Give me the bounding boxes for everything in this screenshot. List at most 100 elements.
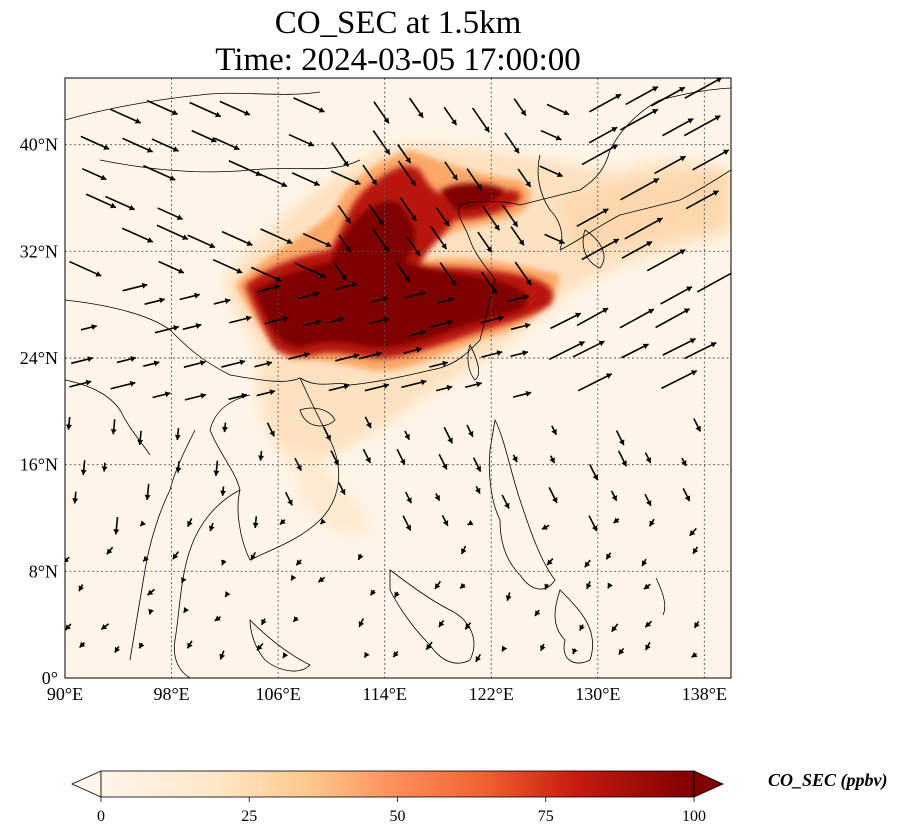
wind-arrow [228, 392, 248, 401]
wind-arrow [78, 584, 85, 592]
colorbar-tick-label: 0 [97, 808, 105, 825]
wind-arrow [106, 546, 114, 555]
wind-arrow [402, 515, 412, 531]
wind-arrow [183, 360, 206, 368]
wind-arrow [693, 418, 702, 432]
wind-arrow [589, 93, 622, 113]
lat-tick-label: 24°N [20, 348, 58, 368]
wind-arrow [358, 351, 382, 360]
wind-arrow [157, 207, 183, 221]
lon-tick-label: 138°E [682, 684, 727, 704]
wind-arrow [101, 462, 108, 472]
wind-arrow [644, 620, 653, 628]
wind-arrow [466, 168, 483, 191]
wind-arrow [158, 260, 185, 274]
wind-arrow [428, 319, 453, 329]
wind-arrow [605, 552, 612, 560]
wind-arrow [510, 322, 531, 331]
wind-arrow [501, 645, 508, 652]
wind-arrow [371, 296, 389, 303]
wind-arrow [180, 577, 187, 584]
wind-arrow [338, 482, 346, 496]
lon-tick-label: 106°E [256, 684, 301, 704]
wind-arrow [444, 161, 459, 181]
wind-arrow [477, 231, 493, 253]
wind-arrow [179, 292, 200, 301]
wind-arrow [65, 416, 72, 430]
wind-arrow [219, 650, 226, 660]
wind-arrow [363, 651, 370, 659]
wind-arrow [546, 103, 570, 116]
wind-arrow [481, 350, 503, 358]
wind-arrow [214, 615, 222, 622]
wind-arrow [584, 559, 591, 568]
wind-arrow [293, 97, 325, 113]
lat-tick-label: 40°N [20, 135, 58, 155]
wind-arrow [254, 360, 273, 368]
wind-arrow [100, 623, 110, 631]
wind-arrow [459, 582, 466, 590]
wind-arrow [80, 460, 87, 476]
wind-arrow [323, 426, 332, 441]
wind-arrow [256, 389, 276, 397]
wind-arrow [425, 641, 433, 651]
wind-arrow [401, 379, 427, 389]
wind-arrow [212, 258, 243, 274]
wind-arrow [338, 234, 352, 253]
lon-tick-label: 90°E [47, 684, 83, 704]
wind-arrow [69, 260, 102, 277]
wind-arrow [589, 464, 599, 481]
wind-arrow [362, 164, 378, 186]
wind-arrow [213, 137, 240, 151]
wind-arrow [358, 618, 365, 628]
wind-arrow [295, 559, 302, 566]
wind-arrow [396, 262, 411, 283]
wind-arrow [692, 149, 730, 171]
wind-arrow [292, 616, 299, 623]
longitude-ticks: 90°E 98°E 106°E 114°E 122°E 130°E 138°E [47, 684, 727, 704]
wind-arrow [264, 316, 289, 325]
wind-arrow [250, 552, 257, 561]
wind-arrow [654, 155, 687, 175]
wind-arrow [404, 290, 426, 299]
wind-arrow [621, 343, 649, 359]
wind-arrow [333, 262, 348, 281]
wind-arrow [213, 298, 231, 305]
wind-arrow [546, 558, 554, 566]
wind-arrow [409, 97, 424, 119]
wind-arrow [113, 517, 120, 535]
wind-arrow [79, 641, 86, 649]
lon-tick-label: 98°E [153, 684, 189, 704]
wind-arrow [438, 619, 445, 628]
wind-arrow [625, 85, 659, 106]
colorbar-tick-label: 25 [241, 808, 257, 825]
wind-arrow [548, 340, 585, 361]
wind-arrow [373, 101, 390, 124]
wind-arrow [405, 491, 412, 504]
lat-tick-label: 0° [42, 668, 58, 688]
wind-arrow [475, 485, 481, 494]
wind-arrow [256, 642, 264, 651]
lon-tick-label: 114°E [362, 684, 407, 704]
wind-arrow [364, 382, 390, 392]
wind-arrow [122, 282, 148, 292]
wind-arrow [620, 177, 660, 201]
wind-arrow [434, 580, 442, 590]
wind-arrow [544, 583, 550, 590]
wind-arrow [501, 494, 510, 509]
wind-arrow [435, 384, 453, 392]
wind-arrow [611, 623, 619, 633]
wind-arrow [460, 545, 467, 555]
wind-arrow [122, 137, 153, 153]
wind-arrow [662, 337, 696, 356]
wind-arrow [362, 448, 371, 464]
wind-arrow [548, 487, 558, 504]
wind-arrow [138, 642, 145, 649]
wind-arrow [613, 517, 620, 524]
lat-tick-label: 32°N [20, 241, 58, 261]
co-plume-core [245, 165, 554, 359]
wind-arrow [619, 308, 655, 329]
wind-arrow [256, 171, 288, 188]
wind-arrow [689, 527, 697, 537]
wind-arrow [617, 450, 628, 467]
